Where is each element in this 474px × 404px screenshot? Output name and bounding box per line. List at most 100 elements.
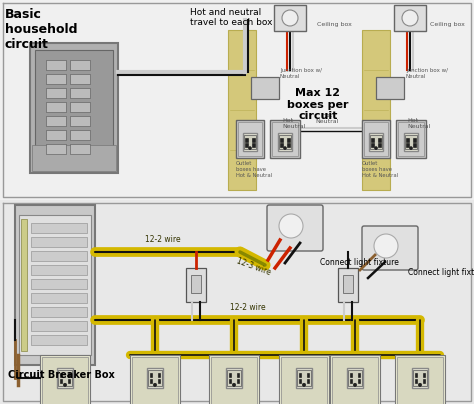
Text: Junction box w/
Neutral: Junction box w/ Neutral — [280, 68, 322, 79]
Bar — [70, 60, 90, 70]
Circle shape — [374, 234, 398, 258]
Bar — [19, 215, 91, 355]
Bar — [209, 355, 259, 404]
Text: 12-2 wire: 12-2 wire — [230, 303, 265, 312]
Bar — [415, 373, 417, 377]
Bar — [272, 122, 298, 156]
Bar — [31, 335, 87, 345]
Bar — [252, 143, 255, 147]
Bar — [378, 137, 381, 141]
Bar — [46, 102, 66, 112]
Bar — [0, 0, 474, 200]
Bar — [423, 379, 425, 383]
Circle shape — [354, 383, 356, 387]
Bar — [270, 120, 300, 158]
Bar — [40, 355, 90, 404]
Circle shape — [248, 147, 251, 149]
Bar — [332, 357, 378, 404]
Bar — [70, 116, 90, 126]
Bar — [57, 368, 73, 388]
Bar — [70, 74, 90, 84]
Bar — [70, 88, 90, 98]
Bar — [238, 122, 262, 156]
Text: Hot
Neutral: Hot Neutral — [282, 118, 305, 129]
Bar — [246, 137, 247, 141]
Bar — [378, 143, 381, 147]
Bar — [406, 143, 409, 147]
Bar — [358, 379, 360, 383]
Bar — [338, 268, 358, 302]
Bar — [60, 373, 62, 377]
Bar — [30, 43, 118, 173]
Bar — [376, 77, 404, 99]
Bar — [70, 144, 90, 154]
Bar — [246, 143, 247, 147]
Bar — [370, 135, 382, 149]
Circle shape — [279, 214, 303, 238]
Bar — [158, 379, 160, 383]
Bar — [280, 143, 283, 147]
Bar — [191, 275, 201, 293]
Bar — [31, 251, 87, 261]
Bar — [395, 355, 445, 404]
Bar — [31, 237, 87, 247]
Bar — [413, 370, 427, 386]
Bar — [251, 77, 279, 99]
Bar — [413, 137, 416, 141]
Circle shape — [64, 383, 67, 387]
Bar — [211, 357, 257, 404]
Bar — [132, 357, 178, 404]
Bar — [350, 379, 352, 383]
FancyBboxPatch shape — [362, 226, 418, 270]
Bar — [279, 135, 291, 149]
Bar — [35, 50, 113, 166]
Circle shape — [402, 10, 418, 26]
Bar — [413, 143, 416, 147]
Bar — [252, 137, 255, 141]
Bar — [31, 307, 87, 317]
Text: Outlet
boxes have
Hot & Neutral: Outlet boxes have Hot & Neutral — [362, 161, 398, 178]
Text: Circuit Breaker Box: Circuit Breaker Box — [8, 370, 115, 380]
Circle shape — [374, 147, 377, 149]
Bar — [237, 373, 239, 377]
Bar — [148, 370, 162, 386]
Bar — [371, 143, 374, 147]
Text: Basic
household
circuit: Basic household circuit — [5, 8, 78, 51]
Bar — [229, 379, 231, 383]
Bar — [68, 373, 70, 377]
Bar — [32, 145, 116, 171]
Bar — [362, 120, 390, 158]
Bar — [46, 130, 66, 140]
Bar — [299, 379, 301, 383]
Bar — [228, 30, 256, 190]
Bar — [236, 120, 264, 158]
Bar — [307, 379, 309, 383]
Bar — [362, 30, 390, 190]
Bar — [358, 373, 360, 377]
Bar — [46, 74, 66, 84]
Bar — [274, 5, 306, 31]
Bar — [0, 200, 474, 404]
Bar — [406, 137, 409, 141]
Bar — [42, 357, 88, 404]
Bar — [307, 373, 309, 377]
Bar — [229, 373, 231, 377]
Bar — [423, 373, 425, 377]
Bar — [147, 368, 163, 388]
Text: Connect light fixture: Connect light fixture — [408, 268, 474, 277]
Circle shape — [283, 147, 286, 149]
Bar — [46, 60, 66, 70]
Bar — [404, 133, 418, 151]
Bar — [281, 357, 327, 404]
FancyBboxPatch shape — [267, 205, 323, 251]
Bar — [330, 355, 380, 404]
Bar — [297, 370, 310, 386]
Bar — [31, 279, 87, 289]
Bar — [226, 368, 242, 388]
Bar — [237, 379, 239, 383]
Text: Ceiling box: Ceiling box — [317, 22, 352, 27]
Bar — [58, 370, 72, 386]
Bar — [299, 373, 301, 377]
Text: Max 12
boxes per
circuit: Max 12 boxes per circuit — [287, 88, 349, 121]
Circle shape — [232, 383, 236, 387]
